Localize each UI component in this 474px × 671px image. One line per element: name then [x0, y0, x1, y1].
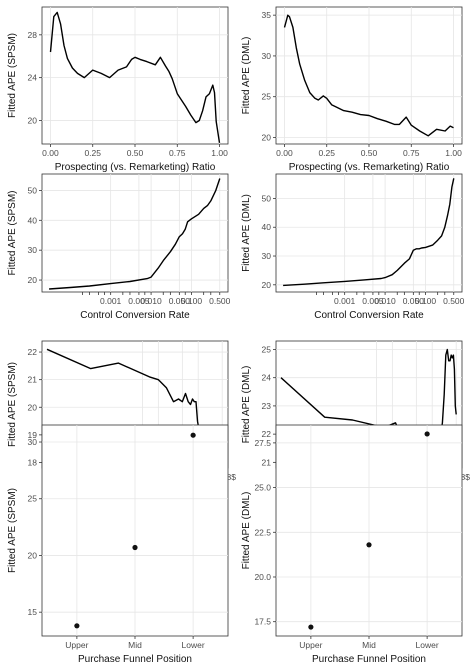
y-tick-label: 40 — [262, 222, 272, 232]
y-tick-label: 19 — [28, 430, 38, 440]
y-tick-label: 20 — [262, 132, 272, 142]
y-tick-label: 17.5 — [254, 617, 271, 627]
x-axis-title: Prospecting (vs. Remarketing) Ratio — [289, 162, 450, 173]
y-tick-label: 20 — [28, 115, 38, 125]
chart-panel-p8: 17.5 20.0 22.5 25.0 27.5 Upper Mid Lower Purchas… — [241, 424, 463, 665]
x-axis-title: Purchase Funnel Position — [312, 654, 426, 665]
x-tick-label: Lower — [182, 640, 205, 650]
x-tick-label: Upper — [65, 640, 88, 650]
y-tick-label: 50 — [28, 185, 38, 195]
y-tick-label: 22.5 — [254, 527, 271, 537]
x-tick-label: 0.50 — [127, 148, 144, 158]
series-line — [49, 178, 221, 290]
y-axis-title: Fitted APE (SPSM) — [7, 33, 18, 118]
x-tick-label: Upper — [299, 640, 322, 650]
y-tick-label: 25.0 — [254, 483, 271, 493]
y-tick-label: 20.0 — [254, 572, 271, 582]
x-tick-label: 0.005 — [362, 296, 384, 306]
y-tick-label: 25 — [262, 92, 272, 102]
y-axis-title: Fitted APE (DML) — [241, 194, 252, 272]
y-tick-label: 18 — [28, 457, 38, 467]
y-tick-label: 50 — [262, 193, 272, 203]
y-axis-title: Fitted APE (DML) — [241, 492, 252, 570]
data-point-mid — [132, 544, 138, 551]
y-tick-label: 30 — [262, 251, 272, 261]
y-tick-label: 24 — [28, 73, 38, 83]
x-tick-label: 1.00 — [445, 148, 462, 158]
data-point-upper — [74, 623, 80, 629]
data-point-lower — [190, 432, 196, 438]
y-axis-title: Fitted APE (SPSM) — [7, 488, 18, 573]
y-tick-label: 35 — [262, 10, 272, 20]
y-tick-label: 20 — [28, 275, 38, 285]
y-tick-label: 20 — [262, 280, 272, 290]
y-tick-label: 40 — [28, 215, 38, 225]
x-tick-label: 0.75 — [169, 148, 186, 158]
x-tick-label: 0.100 — [415, 296, 437, 306]
y-axis-title: Fitted APE (SPSM) — [7, 190, 18, 275]
y-tick-label: 20 — [28, 550, 38, 560]
data-point-lower — [424, 431, 430, 437]
x-tick-label: Mid — [128, 640, 142, 650]
x-tick-label: 0.010 — [140, 296, 162, 306]
series-line — [283, 14, 454, 137]
y-tick-label: 30 — [262, 51, 272, 61]
data-point-mid — [366, 542, 372, 548]
y-tick-label: 20 — [28, 402, 38, 412]
x-tick-label: 0.050 — [403, 296, 425, 306]
x-tick-label: Mid — [362, 640, 376, 650]
x-tick-label: 0.00 — [42, 148, 59, 158]
y-axis-title: Fitted APE (DML) — [241, 366, 252, 444]
x-tick-label: 0.00 — [276, 148, 293, 158]
chart-panel-p2: 20 25 30 35 0.00 0.25 0.50 0.75 1.00 Prospecting … — [241, 6, 463, 173]
y-tick-label: 30 — [28, 437, 38, 447]
chart-panel-p7: 15 20 25 30 Upper Mid Lower Purchase Funnel Pos… — [7, 424, 229, 665]
y-tick-label: 25 — [28, 494, 38, 504]
panel-background — [275, 173, 463, 293]
x-tick-label: 0.75 — [403, 148, 420, 158]
x-tick-label: 0.100 — [181, 296, 203, 306]
series-line — [49, 11, 221, 144]
x-tick-label: 0.25 — [318, 148, 335, 158]
x-tick-label: 0.005 — [128, 296, 150, 306]
y-tick-label: 22 — [28, 347, 38, 357]
x-tick-label: 0.50 — [361, 148, 378, 158]
x-tick-label: 0.010 — [374, 296, 396, 306]
x-tick-label: 0.500 — [209, 296, 231, 306]
y-tick-label: 30 — [28, 245, 38, 255]
y-tick-label: 21 — [262, 457, 272, 467]
x-axis-title: Purchase Funnel Position — [78, 654, 192, 665]
x-tick-label: Lower — [416, 640, 439, 650]
x-axis-title: Prospecting (vs. Remarketing) Ratio — [55, 162, 216, 173]
y-tick-label: 23 — [262, 401, 272, 411]
x-tick-label: 0.001 — [334, 296, 356, 306]
y-axis-title: Fitted APE (DML) — [241, 37, 252, 115]
panel-background — [41, 173, 229, 293]
y-tick-label: 22 — [262, 429, 272, 439]
series-line — [283, 178, 455, 287]
x-axis-title: Control Conversion Rate — [80, 310, 190, 321]
x-tick-label: 0.050 — [169, 296, 191, 306]
y-tick-label: 28 — [28, 30, 38, 40]
y-axis-title: Fitted APE (SPSM) — [7, 362, 18, 447]
y-tick-label: 21 — [28, 375, 38, 385]
data-point-upper — [308, 624, 314, 630]
x-tick-label: 0.001 — [100, 296, 122, 306]
y-tick-label: 27.5 — [254, 438, 271, 448]
x-tick-label: 1.00 — [211, 148, 228, 158]
x-tick-label: 0.500 — [443, 296, 465, 306]
y-tick-label: 25 — [262, 344, 272, 354]
y-tick-label: 24 — [262, 373, 272, 383]
chart-panel-p1: 20 24 28 0.00 0.25 0.50 0.75 1.00 Prospecting (v… — [7, 6, 229, 173]
x-tick-label: 0.25 — [84, 148, 101, 158]
y-tick-label: 15 — [28, 607, 38, 617]
x-axis-title: Control Conversion Rate — [314, 310, 424, 321]
